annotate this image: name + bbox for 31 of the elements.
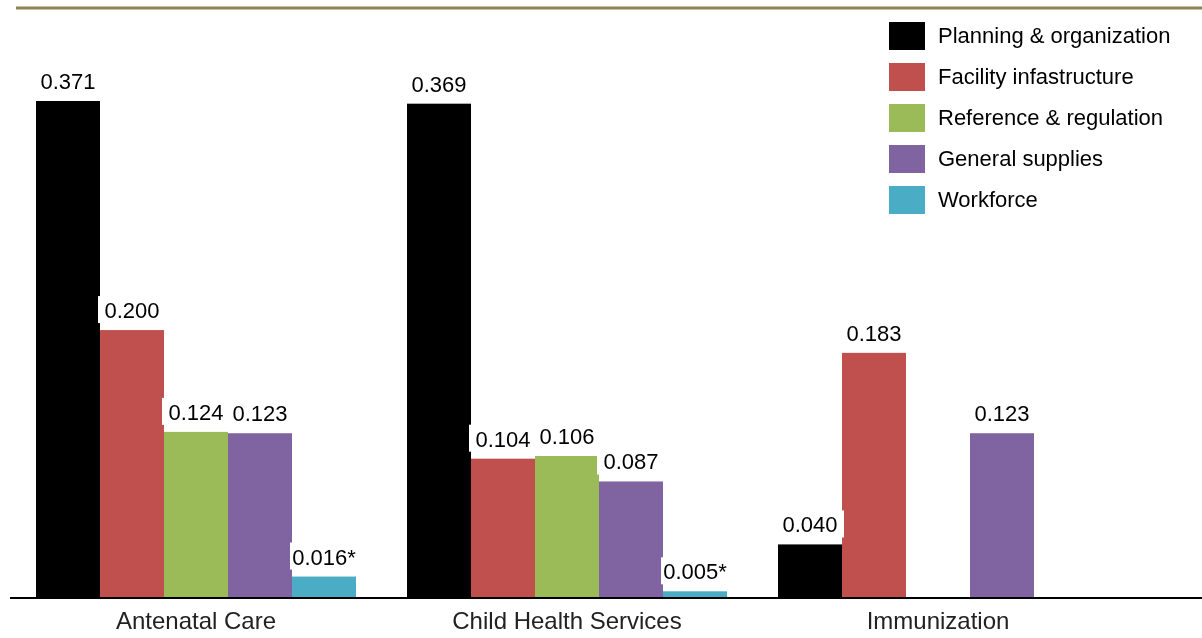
data-label: 0.005* — [663, 559, 728, 585]
bar — [535, 456, 599, 598]
bar — [663, 591, 727, 598]
data-label: 0.371 — [40, 69, 96, 94]
bar — [471, 458, 535, 598]
legend-label: Facility infastructure — [938, 64, 1134, 89]
data-label: 0.183 — [846, 320, 902, 346]
data-label: 0.124 — [168, 399, 224, 425]
legend-label: Reference & regulation — [938, 105, 1164, 130]
data-label: 0.369 — [411, 71, 467, 97]
data-label: 0.104 — [475, 426, 531, 452]
legend-label: Planning & organization — [938, 23, 1171, 48]
x-tick-label: Antenatal Care — [115, 607, 277, 634]
data-label: 0.040 — [782, 512, 838, 538]
bar — [842, 352, 906, 598]
data-label: 0.123 — [974, 401, 1030, 427]
x-tick-label: Child Health Services — [452, 607, 682, 634]
bar — [599, 481, 663, 598]
data-label: 0.087 — [603, 449, 659, 475]
data-label: 0.016* — [292, 544, 357, 570]
bar — [164, 431, 228, 598]
bar — [228, 433, 292, 598]
data-label: 0.106 — [539, 424, 595, 449]
legend-label: General supplies — [938, 146, 1104, 171]
data-label: 0.200 — [104, 298, 160, 324]
bar — [970, 433, 1034, 598]
bar — [292, 576, 356, 598]
data-label: 0.123 — [232, 401, 288, 427]
x-tick-label: Immunization — [866, 607, 1010, 634]
legend-label: Workforce — [938, 187, 1038, 212]
bar — [100, 330, 164, 598]
